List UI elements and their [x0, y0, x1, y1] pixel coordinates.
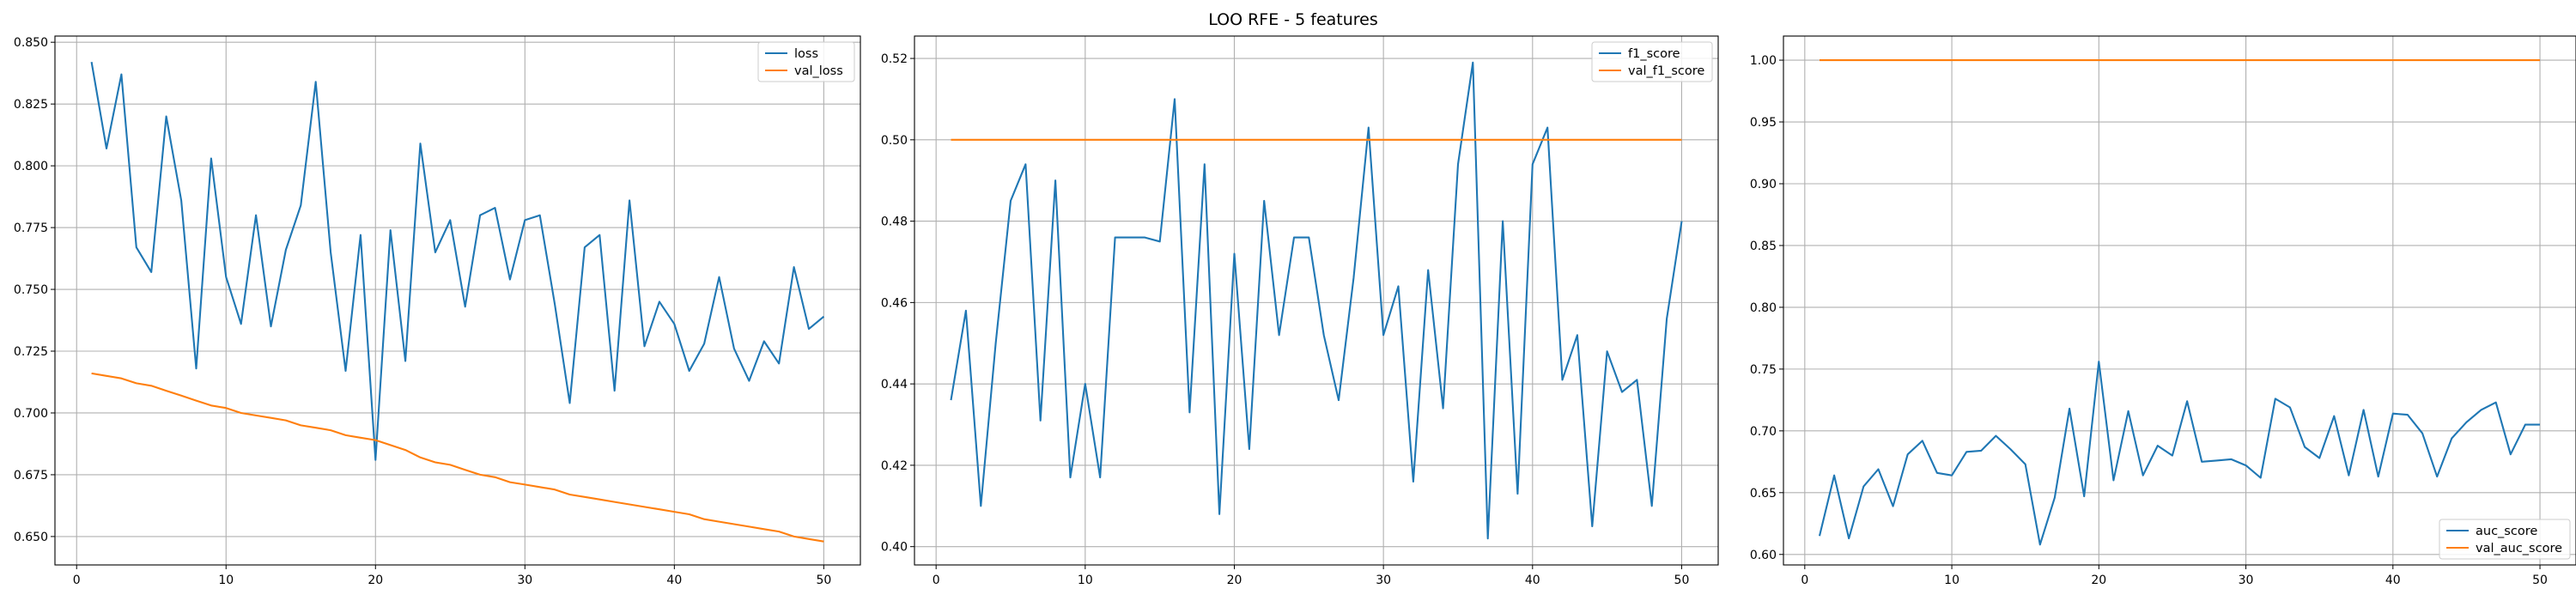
y-tick-label: 0.825 — [14, 98, 48, 112]
x-tick-label: 0 — [933, 574, 940, 587]
x-tick-label: 40 — [1525, 574, 1540, 587]
auc-score-subplot: 0 10 20 30 40 50 0.60 0.65 0.70 0.75 0.80 0.85 0.90 0… — [1750, 35, 2576, 587]
y-tick-label: 0.40 — [881, 541, 908, 555]
x-tick-label: 30 — [1376, 574, 1391, 587]
x-tick-label: 30 — [517, 574, 532, 587]
axes-frame — [1783, 35, 2576, 566]
legend-label-val-f1-score: val_f1_score — [1628, 64, 1704, 78]
x-tick-label: 20 — [368, 574, 383, 587]
y-tick-label: 0.675 — [14, 469, 48, 483]
y-tick-label: 0.70 — [1750, 425, 1777, 439]
loss-subplot: 0 10 20 30 40 50 0.650 0.675 0.700 0.725 0.750 0.77… — [14, 35, 861, 587]
f1-score-subplot: 0 10 20 30 40 50 0.40 0.42 0.44 0.46 0.48 0.50 0.52 f… — [881, 35, 1719, 587]
y-tick-label: 0.50 — [881, 134, 908, 148]
x-tick-label: 50 — [1674, 574, 1690, 587]
x-tick-label: 40 — [666, 574, 682, 587]
y-tick-label: 0.650 — [14, 531, 48, 544]
x-tick-label: 20 — [2091, 574, 2106, 587]
y-tick-label: 1.00 — [1750, 54, 1777, 68]
x-tick-label: 10 — [1944, 574, 1959, 587]
series-line-auc-score — [1818, 361, 2540, 546]
x-tick-label: 0 — [73, 574, 81, 587]
legend-label-f1-score: f1_score — [1628, 47, 1680, 61]
y-tick-label: 0.775 — [14, 222, 48, 235]
figure-title: LOO RFE - 5 features — [1208, 10, 1378, 29]
y-tick-label: 0.65 — [1750, 487, 1777, 501]
x-tick-label: 50 — [816, 574, 831, 587]
legend-label-loss: loss — [794, 47, 818, 61]
y-tick-label: 0.75 — [1750, 363, 1777, 377]
x-tick-label: 10 — [218, 574, 234, 587]
y-tick-label: 0.60 — [1750, 549, 1777, 562]
axes-frame — [54, 35, 861, 566]
x-tick-label: 20 — [1227, 574, 1242, 587]
y-tick-label: 0.85 — [1750, 240, 1777, 253]
legend-label-auc-score: auc_score — [2476, 525, 2537, 538]
legend: f1_score val_f1_score — [1591, 41, 1713, 82]
series-line-val-loss — [91, 372, 824, 543]
y-tick-label: 0.850 — [14, 36, 48, 50]
x-tick-label: 0 — [1801, 574, 1808, 587]
legend-box — [2439, 519, 2571, 560]
x-tick-label: 40 — [2385, 574, 2401, 587]
y-tick-label: 0.42 — [881, 459, 908, 473]
series-line-f1-score — [950, 61, 1683, 540]
legend-label-val-loss: val_loss — [794, 64, 843, 78]
y-tick-label: 0.700 — [14, 407, 48, 421]
y-tick-label: 0.52 — [881, 52, 908, 66]
axes-frame — [914, 35, 1719, 566]
y-tick-label: 0.44 — [881, 378, 908, 392]
y-tick-label: 0.46 — [881, 296, 908, 310]
y-tick-label: 0.800 — [14, 160, 48, 173]
y-tick-label: 0.725 — [14, 345, 48, 359]
y-tick-label: 0.48 — [881, 216, 908, 229]
y-tick-label: 0.750 — [14, 283, 48, 297]
legend-box — [1591, 41, 1713, 82]
legend-box — [757, 41, 855, 82]
legend-label-val-auc-score: val_auc_score — [2476, 542, 2562, 555]
x-tick-label: 50 — [2532, 574, 2548, 587]
x-tick-label: 30 — [2239, 574, 2254, 587]
x-tick-label: 10 — [1078, 574, 1093, 587]
y-tick-label: 0.80 — [1750, 301, 1777, 315]
y-tick-label: 0.95 — [1750, 116, 1777, 130]
series-line-loss — [90, 62, 825, 461]
legend: loss val_loss — [757, 41, 855, 82]
y-tick-label: 0.90 — [1750, 178, 1777, 191]
legend: auc_score val_auc_score — [2439, 519, 2571, 560]
